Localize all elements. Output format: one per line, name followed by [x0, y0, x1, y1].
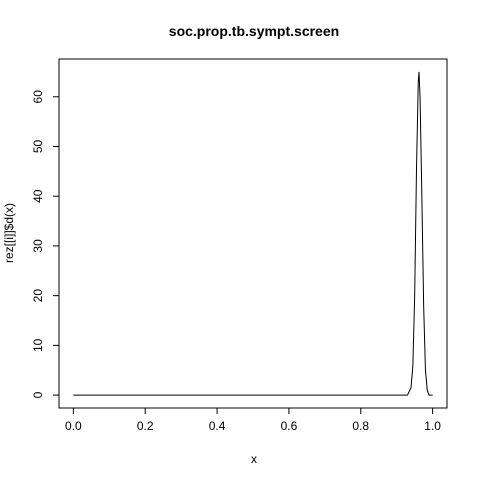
- x-tick-label: 0.6: [281, 419, 298, 433]
- plot-frame: [58, 58, 448, 409]
- x-tick-label: 1.0: [424, 419, 441, 433]
- y-axis: 0 10 20 30 40 50 60: [31, 90, 60, 398]
- x-tick-label: 0.0: [65, 419, 82, 433]
- x-tick-label: 0.8: [352, 419, 369, 433]
- x-tick-label: 0.4: [209, 419, 226, 433]
- x-axis: 0.0 0.2 0.4 0.6 0.8 1.0: [65, 407, 441, 433]
- density-line: [73, 71, 433, 396]
- x-axis-label: x: [251, 452, 257, 466]
- y-tick-label: 10: [31, 338, 45, 352]
- y-tick-label: 50: [31, 140, 45, 154]
- y-tick-label: 0: [31, 391, 45, 398]
- y-tick-label: 20: [31, 289, 45, 303]
- x-tick-label: 0.2: [137, 419, 154, 433]
- chart-title: soc.prop.tb.sympt.screen: [169, 23, 339, 39]
- y-tick-label: 30: [31, 239, 45, 253]
- y-tick-label: 40: [31, 189, 45, 203]
- y-axis-label: rez[[i]]$d(x): [2, 203, 16, 263]
- y-tick-label: 60: [31, 90, 45, 104]
